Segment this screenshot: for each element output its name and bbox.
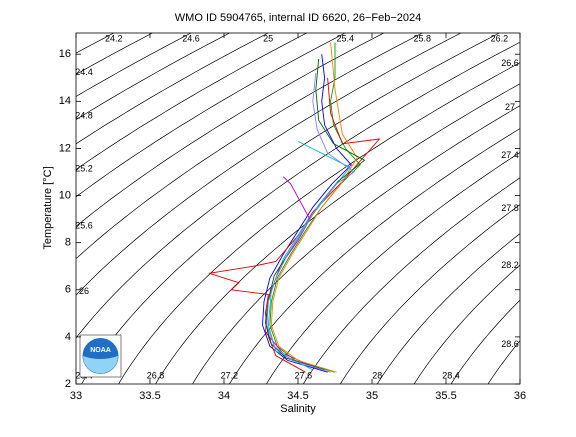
x-tick-label: 34.5 bbox=[287, 390, 308, 402]
contour-label: 27.6 bbox=[295, 370, 313, 380]
x-tick-label: 33 bbox=[70, 390, 82, 402]
contour-label: 24.2 bbox=[105, 33, 123, 43]
x-tick-label: 33.5 bbox=[139, 390, 160, 402]
x-tick-label: 36 bbox=[514, 390, 526, 402]
contour-label: 28.2 bbox=[501, 260, 519, 270]
x-axis-label: Salinity bbox=[280, 403, 316, 415]
y-axis-label: Temperature [°C] bbox=[42, 166, 54, 249]
contour-label: 25.6 bbox=[75, 220, 93, 230]
logo-text: NOAA bbox=[90, 347, 111, 354]
y-tick-label: 12 bbox=[59, 142, 71, 154]
contour-label: 24.8 bbox=[75, 111, 93, 121]
x-tick-label: 35.5 bbox=[435, 390, 456, 402]
contour-label: 26 bbox=[79, 286, 89, 296]
contour-label: 27.8 bbox=[501, 203, 519, 213]
x-tick-label: 34 bbox=[218, 390, 230, 402]
y-tick-label: 2 bbox=[65, 378, 71, 390]
y-tick-label: 4 bbox=[65, 331, 71, 343]
y-tick-label: 10 bbox=[59, 189, 71, 201]
logo: NOAA bbox=[80, 335, 121, 377]
contour-label: 24.6 bbox=[182, 33, 200, 43]
contour-label: 26.6 bbox=[501, 58, 519, 68]
y-tick-label: 16 bbox=[59, 48, 71, 60]
contour-label: 25.4 bbox=[336, 33, 354, 43]
contour-label: 25 bbox=[263, 33, 273, 43]
contour-label: 27.4 bbox=[501, 150, 519, 160]
contour-label: 25.8 bbox=[414, 33, 432, 43]
y-tick-label: 6 bbox=[65, 284, 71, 296]
contour-label: 24.4 bbox=[75, 67, 93, 77]
contour-label: 26.2 bbox=[491, 33, 509, 43]
contour-label: 26.8 bbox=[147, 370, 165, 380]
contour-label: 28 bbox=[372, 370, 382, 380]
contour-label: 28.6 bbox=[501, 339, 519, 349]
contour-label: 27 bbox=[505, 102, 515, 112]
contour-label: 28.4 bbox=[442, 370, 460, 380]
contour-label: 27.2 bbox=[221, 370, 239, 380]
chart-title: WMO ID 5904765, internal ID 6620, 26−Feb… bbox=[175, 12, 421, 24]
x-tick-label: 35 bbox=[366, 390, 378, 402]
contour-label: 25.2 bbox=[75, 163, 93, 173]
y-tick-label: 8 bbox=[65, 237, 71, 249]
y-tick-label: 14 bbox=[59, 95, 71, 107]
